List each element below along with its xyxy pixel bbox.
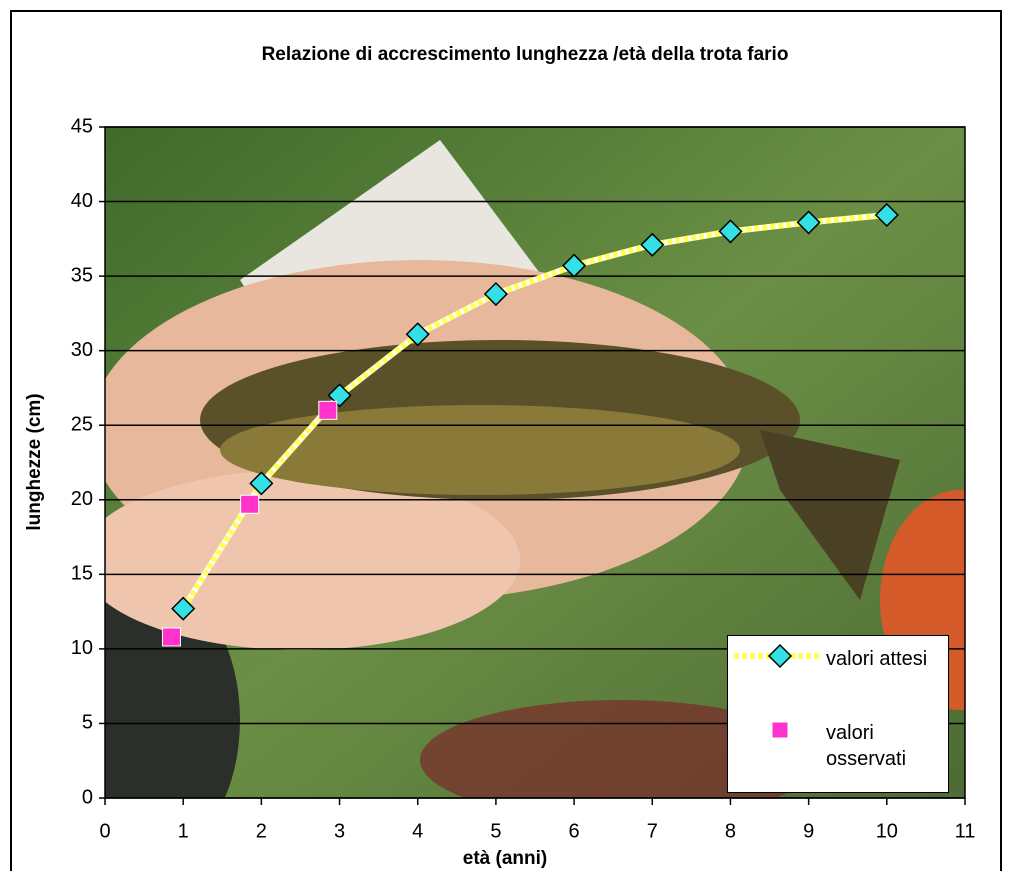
y-tick-label: 45 [71, 115, 93, 137]
marker [483, 281, 508, 307]
x-tick-label: 7 [647, 820, 658, 842]
y-tick-label: 40 [71, 190, 93, 212]
x-tick-label: 0 [99, 820, 110, 842]
x-tick-label: 8 [725, 820, 736, 842]
y-tick-label: 25 [71, 414, 93, 436]
marker [767, 643, 793, 669]
series-line-halo [180, 211, 888, 611]
marker [171, 596, 196, 621]
legend-marker [771, 721, 789, 739]
y-tick-label: 0 [82, 786, 93, 808]
legend-symbol [771, 721, 789, 739]
y-tick-label: 15 [71, 563, 93, 585]
x-tick-label: 1 [178, 820, 189, 842]
legend-entry: valori attesi [728, 636, 948, 710]
marker [874, 202, 899, 228]
legend-label: valori osservati [826, 722, 907, 770]
marker [405, 322, 430, 347]
y-tick-label: 30 [71, 339, 93, 361]
y-tick-label: 20 [71, 488, 93, 510]
x-tick-label: 9 [803, 820, 814, 842]
legend-label: valori attesi [826, 648, 928, 670]
marker [562, 253, 587, 278]
marker [240, 494, 260, 514]
x-tick-label: 5 [490, 820, 501, 842]
marker [718, 219, 743, 244]
marker [318, 400, 338, 420]
y-tick-label: 35 [71, 264, 93, 286]
marker [640, 232, 665, 257]
x-tick-label: 4 [412, 820, 423, 842]
marker [796, 210, 821, 235]
x-axis-label: età (anni) [463, 848, 547, 869]
legend-entry: valori osservati [728, 710, 948, 784]
x-tick-label: 11 [955, 820, 976, 842]
marker [249, 471, 274, 496]
marker [161, 627, 181, 647]
x-tick-label: 3 [334, 820, 345, 842]
x-tick-label: 6 [569, 820, 580, 842]
legend: valori attesi valori osservati [727, 635, 949, 793]
y-tick-label: 5 [82, 712, 93, 734]
x-tick-label: 10 [876, 820, 898, 842]
chart-title: Relazione di accrescimento lunghezza /et… [262, 44, 789, 65]
y-axis-label: lunghezze (cm) [24, 393, 45, 530]
x-tick-label: 2 [256, 820, 267, 842]
legend-symbol [734, 643, 820, 669]
y-tick-label: 10 [71, 637, 93, 659]
